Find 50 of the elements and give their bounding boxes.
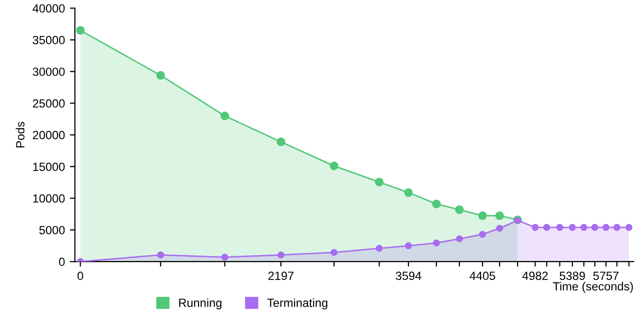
point bbox=[432, 200, 441, 208]
y-tick-label: 25000 bbox=[32, 99, 65, 108]
y-tick-label: 10000 bbox=[33, 194, 65, 203]
point bbox=[277, 251, 284, 258]
point bbox=[591, 224, 598, 231]
x-tick-label: 2197 bbox=[268, 272, 294, 280]
x-tick-label: 3594 bbox=[396, 272, 422, 280]
point bbox=[495, 211, 504, 220]
point bbox=[556, 224, 564, 231]
point bbox=[455, 205, 464, 214]
point bbox=[76, 26, 85, 35]
x-tick-label: 5389 bbox=[560, 272, 585, 280]
point bbox=[625, 224, 632, 231]
point bbox=[456, 235, 463, 242]
y-tick-label: 30000 bbox=[32, 68, 65, 76]
y-tick-label: 35000 bbox=[32, 36, 65, 44]
point bbox=[220, 112, 230, 120]
y-tick-label: 15000 bbox=[33, 162, 65, 171]
point bbox=[404, 242, 412, 250]
y-tick-label: 40000 bbox=[32, 4, 65, 13]
legend-label: Terminating bbox=[267, 298, 328, 310]
point bbox=[157, 251, 164, 258]
x-tick-label: 0 bbox=[78, 272, 84, 280]
y-axis-title: Pods bbox=[16, 122, 24, 148]
point bbox=[276, 138, 286, 146]
x-tick-label: 4405 bbox=[470, 272, 496, 280]
y-tick-label: 5000 bbox=[39, 226, 65, 234]
point bbox=[613, 224, 620, 231]
point bbox=[376, 244, 383, 252]
point bbox=[404, 188, 413, 197]
point bbox=[330, 162, 338, 170]
x-tick-label: 5757 bbox=[593, 272, 618, 280]
x-axis-title: Time (seconds) bbox=[552, 282, 633, 293]
point bbox=[543, 224, 550, 231]
y-tick-label: 0 bbox=[59, 258, 65, 266]
point bbox=[374, 178, 384, 186]
legend-label: Running bbox=[179, 298, 222, 310]
point bbox=[432, 239, 440, 246]
point bbox=[221, 254, 228, 261]
point bbox=[602, 224, 610, 231]
x-tick-label: 4982 bbox=[522, 272, 548, 280]
point bbox=[532, 224, 539, 231]
point bbox=[479, 230, 486, 238]
point bbox=[478, 211, 487, 220]
point bbox=[568, 224, 576, 231]
point bbox=[156, 71, 165, 80]
point bbox=[580, 224, 588, 231]
point bbox=[330, 248, 338, 256]
point bbox=[496, 224, 504, 232]
y-tick-label: 20000 bbox=[32, 130, 65, 140]
